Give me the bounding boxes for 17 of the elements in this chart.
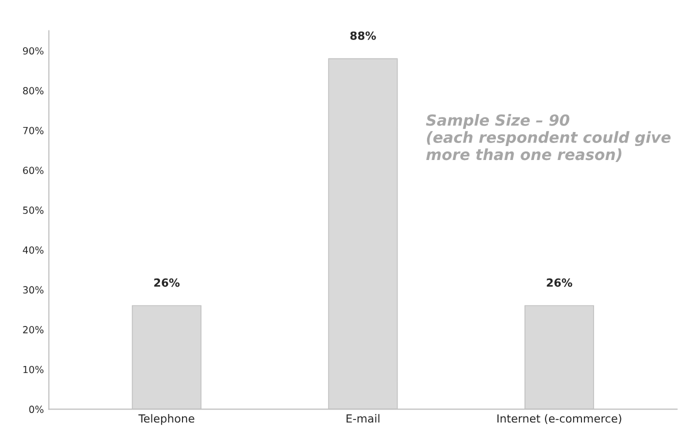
y-tick-label: 70% [23,126,44,134]
y-tick-label: 80% [23,87,44,94]
y-tick-label: 40% [22,246,44,254]
y-tick-label: 0% [29,406,44,414]
x-tick-label: Internet (e-commerce) [497,414,622,424]
annotation: Sample Size – 90 (each respondent could give more than one reason) [426,114,671,162]
y-tick-label: 90% [23,47,44,55]
y-tick-label: 30% [23,286,44,294]
x-tick-label: Telephone [138,414,194,425]
y-tick-label: 60% [23,166,44,174]
y-tick-label: 50% [23,206,44,214]
data-label: 26% [546,278,572,287]
y-tick-label: 10% [23,366,44,374]
data-label: 88% [350,31,376,40]
data-label: 26% [154,278,180,287]
x-tick-label: E-mail [346,414,380,423]
y-tick-label: 20% [23,326,44,334]
